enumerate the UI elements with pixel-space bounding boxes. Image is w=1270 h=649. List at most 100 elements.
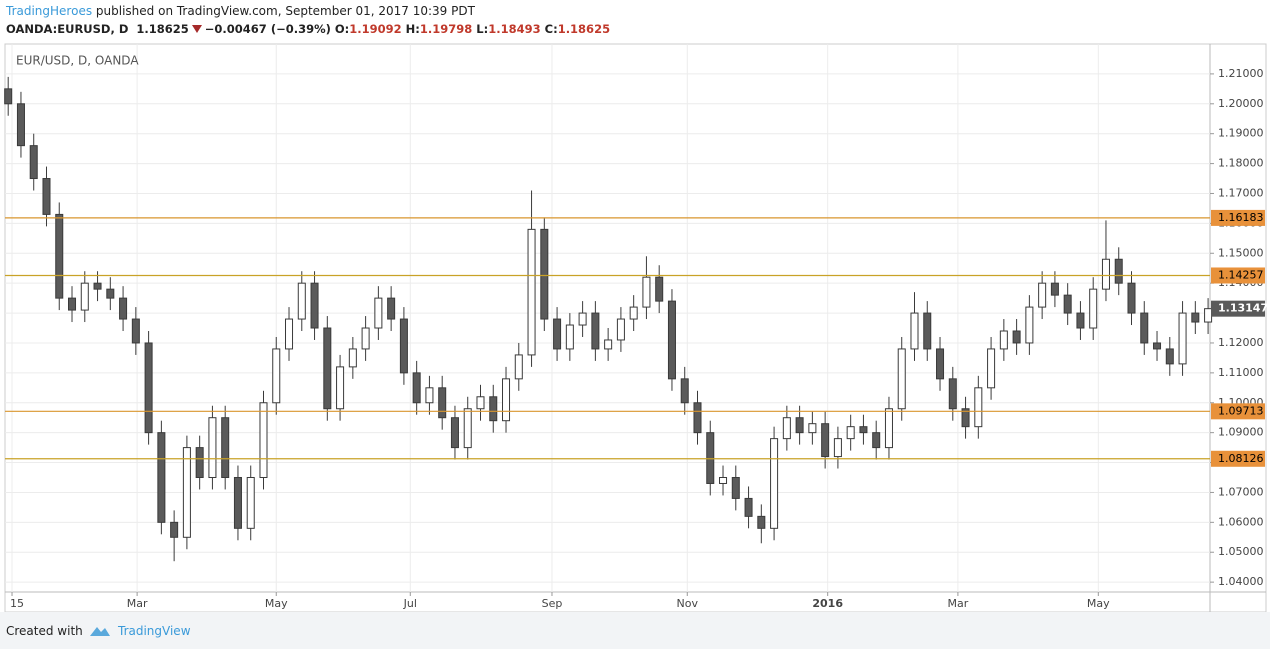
candle-body — [348, 348, 357, 368]
y-tick-label: 1.17000 — [1218, 186, 1264, 199]
candle-body — [221, 417, 230, 478]
candle-body — [42, 178, 51, 215]
candle-body — [144, 342, 153, 434]
candle-body — [527, 228, 536, 356]
candle-body — [706, 432, 715, 484]
down-arrow — [191, 25, 202, 33]
candle-body — [1140, 312, 1149, 344]
candle-body — [897, 348, 906, 410]
candle-body — [655, 276, 664, 302]
y-tick-label: 1.07000 — [1218, 485, 1264, 498]
candle-body — [667, 300, 676, 380]
candle-body — [795, 417, 804, 434]
price-label: 1.16183 — [1218, 211, 1264, 224]
c-value: 1.18625 — [557, 22, 611, 36]
candle-body — [553, 318, 562, 350]
candle-body — [770, 438, 779, 529]
y-tick-label: 1.15000 — [1218, 246, 1264, 259]
candle-body — [374, 297, 383, 329]
candle-body — [463, 408, 472, 449]
candle-body — [399, 318, 408, 374]
x-tick-label: May — [265, 597, 288, 610]
candle-body — [808, 423, 817, 434]
y-tick-label: 1.06000 — [1218, 515, 1264, 528]
candle-body — [1114, 258, 1123, 284]
candle-body — [910, 312, 919, 350]
candle-body — [604, 339, 613, 350]
candle-body — [502, 378, 511, 422]
candle-body — [1089, 288, 1098, 329]
y-tick-label: 1.05000 — [1218, 545, 1264, 558]
candle-body — [93, 282, 102, 290]
candle-body — [1025, 306, 1034, 344]
candles — [4, 76, 1213, 562]
candle-body — [4, 88, 13, 105]
candle-body — [425, 387, 434, 404]
candle-body — [80, 282, 89, 311]
candle-body — [208, 417, 217, 478]
x-tick-label: Mar — [948, 597, 969, 610]
candle-body — [310, 282, 319, 329]
grid: 1.040001.050001.060001.070001.080001.090… — [5, 44, 1264, 610]
author[interactable]: TradingHeroes — [6, 4, 93, 18]
candle-body — [16, 103, 25, 147]
price-label-box — [1211, 267, 1265, 284]
candle-body — [859, 426, 868, 434]
candle-body — [1178, 312, 1187, 365]
candle-body — [693, 402, 702, 434]
candle-body — [323, 327, 332, 410]
candle-body — [1165, 348, 1174, 365]
candle-body — [1127, 282, 1136, 314]
candle-body — [438, 387, 447, 419]
candle-body — [1204, 308, 1213, 323]
candle-body — [846, 426, 855, 440]
x-tick-label: Mar — [127, 597, 148, 610]
l-value: 1.18493 — [488, 22, 541, 36]
candle-body — [731, 476, 740, 499]
candle-body — [272, 348, 281, 404]
candle-body — [1191, 312, 1200, 323]
y-tick-label: 1.18000 — [1218, 157, 1264, 170]
candle-body — [629, 306, 638, 320]
candle-body — [757, 515, 766, 529]
x-tick-label: May — [1087, 597, 1110, 610]
y-tick-label: 1.12000 — [1218, 336, 1264, 349]
x-tick-label: Sep — [542, 597, 563, 610]
candle-body — [999, 330, 1008, 350]
last-price-box — [1211, 300, 1265, 317]
candle-body — [450, 417, 459, 449]
candle-body — [182, 447, 191, 538]
candle-body — [336, 366, 345, 410]
candle-body — [412, 372, 421, 404]
candle-body — [361, 327, 370, 350]
price-label: 1.09713 — [1218, 404, 1264, 417]
candle-body — [923, 312, 932, 350]
candle-body — [936, 348, 945, 380]
candle-body — [387, 297, 396, 320]
candle-body — [259, 402, 268, 478]
footer: Created with TradingView — [0, 612, 1270, 649]
created-with: Created with — [6, 624, 83, 638]
brand[interactable]: TradingView — [118, 624, 191, 638]
candle-body — [476, 396, 485, 410]
published: published on TradingView.com, September … — [95, 4, 475, 18]
candle-body — [170, 521, 179, 538]
candle-body — [68, 297, 77, 311]
o-label: O: — [334, 22, 350, 36]
x-tick-label: 15 — [10, 597, 24, 610]
candle-body — [489, 396, 498, 422]
logo — [90, 627, 110, 636]
candle-body — [833, 438, 842, 458]
candle-body — [297, 282, 306, 320]
y-tick-label: 1.20000 — [1218, 97, 1264, 110]
candle-body — [591, 312, 600, 350]
change: −0.00467 (−0.39%) — [204, 22, 331, 36]
overlays: 1.16183 1.14257 1.09713 1.08126 1.13147 — [5, 209, 1268, 467]
candle-body — [961, 408, 970, 428]
candle-body — [974, 387, 983, 428]
candle-body — [744, 497, 753, 517]
candle-body — [872, 432, 881, 449]
last: 1.18625 — [136, 22, 189, 36]
